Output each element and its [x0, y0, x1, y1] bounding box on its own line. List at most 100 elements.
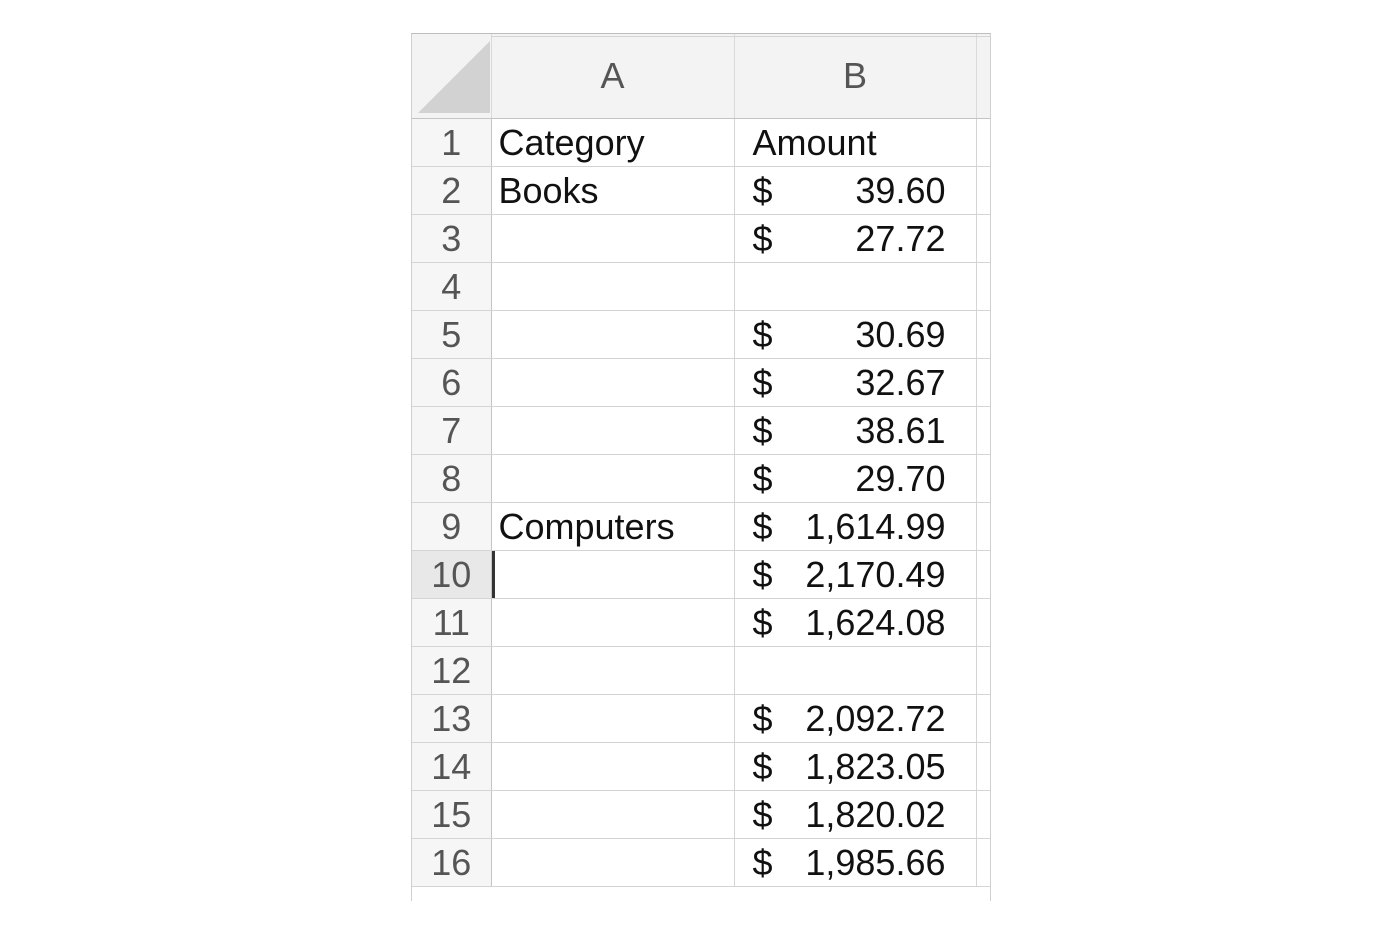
cell-c[interactable] [976, 838, 990, 887]
row-header[interactable]: 11 [412, 598, 492, 647]
table-row-16: 16 $ 1,985.66 [412, 838, 990, 887]
cell-b-text [735, 266, 753, 307]
row-number: 4 [441, 265, 462, 307]
cell-c[interactable] [976, 262, 990, 311]
row-number: 16 [431, 841, 472, 883]
cell-a[interactable] [491, 214, 735, 263]
cell-c[interactable] [976, 742, 990, 791]
column-header-c[interactable] [976, 34, 990, 119]
cell-c[interactable] [976, 214, 990, 263]
cell-a[interactable] [491, 742, 735, 791]
table-row-6: 6 $ 32.67 [412, 358, 990, 407]
row-header[interactable]: 14 [412, 742, 492, 791]
cell-b[interactable]: $ 39.60 [734, 166, 977, 215]
currency-symbol: $ [752, 697, 773, 739]
row-number: 12 [431, 649, 472, 691]
cell-a-text: Computers [498, 505, 675, 547]
cell-b-text [735, 314, 753, 355]
currency-symbol: $ [752, 169, 773, 211]
cell-b[interactable]: $ 38.61 [734, 406, 977, 455]
row-header[interactable]: 1 [412, 118, 492, 167]
cell-a[interactable] [491, 358, 735, 407]
cell-b-text [735, 602, 753, 643]
cell-c[interactable] [976, 502, 990, 551]
cell-b-text [735, 458, 753, 499]
column-header-row: A B [412, 34, 990, 119]
cell-a-text: Category [498, 121, 645, 163]
row-header[interactable]: 16 [412, 838, 492, 887]
row-header[interactable]: 15 [412, 790, 492, 839]
cell-b[interactable]: $ 32.67 [734, 358, 977, 407]
cell-c[interactable] [976, 358, 990, 407]
cell-b[interactable]: $ 29.70 [734, 454, 977, 503]
amount-value: 1,820.02 [805, 793, 946, 835]
column-header-b[interactable]: B [734, 34, 977, 119]
cell-b[interactable]: Amount [734, 118, 977, 167]
row-header[interactable]: 3 [412, 214, 492, 263]
table-row-4: 4 [412, 262, 990, 311]
currency-symbol: $ [752, 601, 773, 643]
row-header[interactable]: 13 [412, 694, 492, 743]
table-row-7: 7 $ 38.61 [412, 406, 990, 455]
cell-b[interactable]: $ 1,624.08 [734, 598, 977, 647]
row-header[interactable]: 4 [412, 262, 492, 311]
select-all-corner[interactable] [412, 34, 492, 119]
cell-a[interactable] [491, 646, 735, 695]
row-number: 2 [441, 169, 462, 211]
cell-a[interactable] [491, 454, 735, 503]
cell-a[interactable] [491, 694, 735, 743]
cell-c[interactable] [976, 694, 990, 743]
cell-b[interactable]: $ 2,092.72 [734, 694, 977, 743]
column-header-a[interactable]: A [491, 34, 735, 119]
amount-value: 32.67 [855, 361, 946, 403]
cell-c[interactable] [976, 310, 990, 359]
row-number: 11 [432, 601, 470, 643]
cell-c[interactable] [976, 454, 990, 503]
row-number: 13 [431, 697, 472, 739]
table-row-9: 9 Computers $ 1,614.99 [412, 502, 990, 551]
row-header[interactable]: 8 [412, 454, 492, 503]
cell-c[interactable] [976, 646, 990, 695]
cell-c[interactable] [976, 550, 990, 599]
amount-value: 1,823.05 [805, 745, 946, 787]
cell-b[interactable]: $ 1,823.05 [734, 742, 977, 791]
cell-a[interactable] [491, 598, 735, 647]
cell-b[interactable]: $ 1,614.99 [734, 502, 977, 551]
cell-c[interactable] [976, 790, 990, 839]
row-header[interactable]: 10 [412, 550, 492, 599]
row-number: 5 [441, 313, 462, 355]
amount-value: 1,985.66 [805, 841, 946, 883]
amount-value: 1,614.99 [805, 505, 946, 547]
cell-a[interactable]: Computers [491, 502, 735, 551]
cell-c[interactable] [976, 406, 990, 455]
cell-c[interactable] [976, 118, 990, 167]
row-header[interactable]: 7 [412, 406, 492, 455]
cell-a[interactable] [491, 406, 735, 455]
currency-symbol: $ [752, 745, 773, 787]
cell-a[interactable]: Books [491, 166, 735, 215]
cell-b[interactable]: $ 1,985.66 [734, 838, 977, 887]
cell-c[interactable] [976, 166, 990, 215]
cell-b[interactable]: $ 1,820.02 [734, 790, 977, 839]
row-header[interactable]: 2 [412, 166, 492, 215]
currency-symbol: $ [752, 409, 773, 451]
cell-b[interactable]: $ 30.69 [734, 310, 977, 359]
row-header[interactable]: 6 [412, 358, 492, 407]
row-header[interactable]: 9 [412, 502, 492, 551]
select-all-triangle-icon [418, 41, 490, 113]
cell-a[interactable] [491, 310, 735, 359]
amount-value: 38.61 [855, 409, 946, 451]
cell-b[interactable] [734, 646, 977, 695]
row-header[interactable]: 12 [412, 646, 492, 695]
cell-b[interactable]: $ 27.72 [734, 214, 977, 263]
cell-c[interactable] [976, 598, 990, 647]
amount-value: 2,170.49 [805, 553, 946, 595]
cell-b[interactable] [734, 262, 977, 311]
row-header[interactable]: 5 [412, 310, 492, 359]
cell-a[interactable] [491, 262, 735, 311]
cell-a[interactable] [491, 838, 735, 887]
cell-a[interactable] [491, 790, 735, 839]
cell-a[interactable]: Category [491, 118, 735, 167]
cell-a[interactable] [491, 550, 735, 599]
cell-b[interactable]: $ 2,170.49 [734, 550, 977, 599]
